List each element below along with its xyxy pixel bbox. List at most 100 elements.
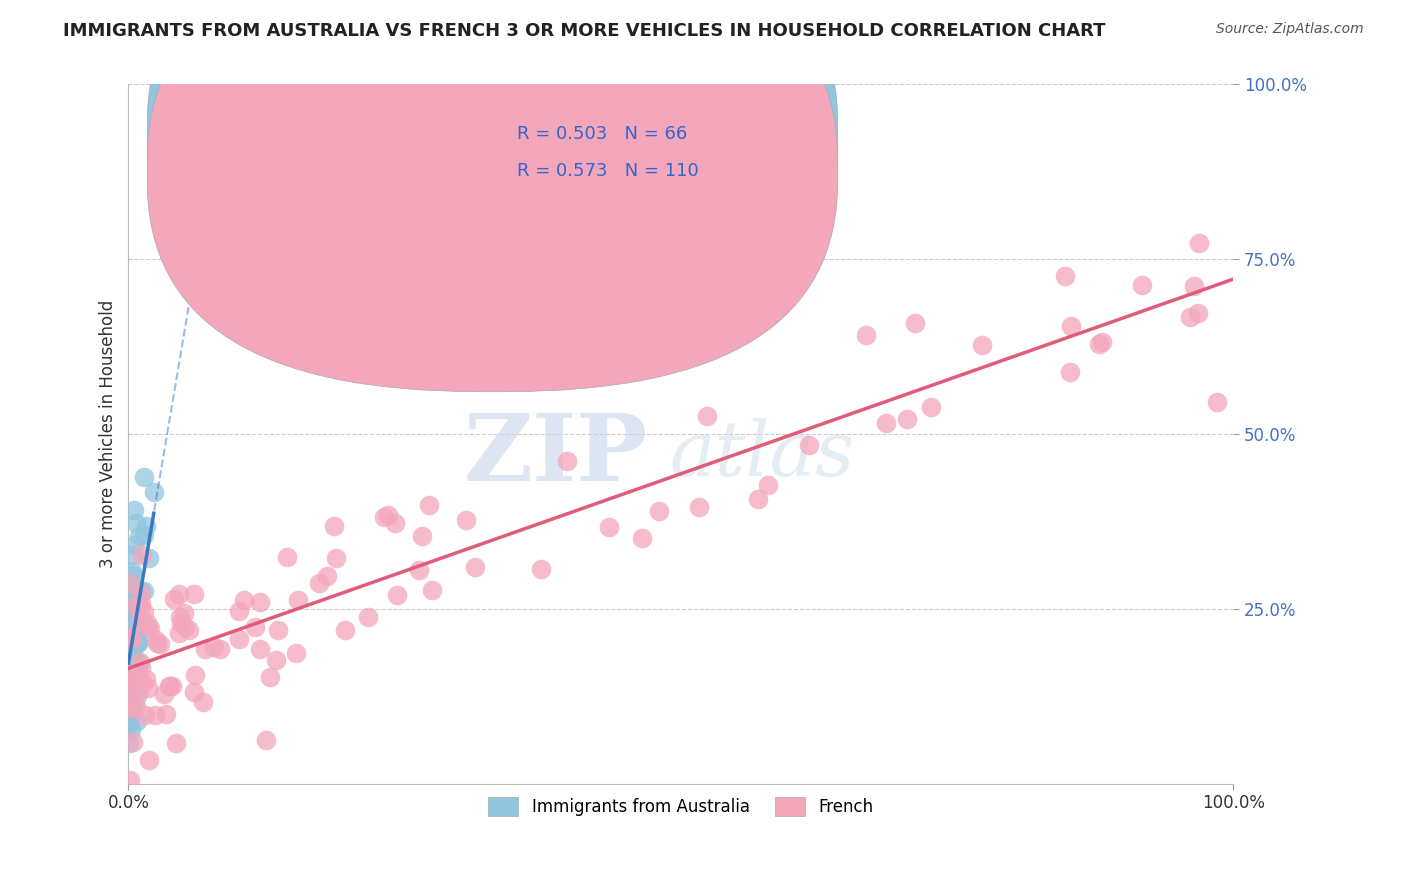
Point — [124, 636, 146, 650]
Point — [696, 409, 718, 424]
Point — [384, 516, 406, 530]
Point — [122, 735, 145, 749]
Point — [970, 338, 993, 352]
Point — [411, 529, 433, 543]
Point — [228, 632, 250, 646]
Point — [142, 485, 165, 500]
Point — [173, 607, 195, 621]
Point — [121, 664, 143, 678]
Point — [118, 772, 141, 787]
Point — [756, 477, 779, 491]
Point — [598, 519, 620, 533]
Point — [121, 617, 143, 632]
Point — [259, 670, 281, 684]
Y-axis label: 3 or more Vehicles in Household: 3 or more Vehicles in Household — [100, 300, 117, 568]
Point — [127, 636, 149, 650]
Point — [183, 685, 205, 699]
Text: atlas: atlas — [669, 418, 855, 492]
Point — [555, 454, 578, 468]
Point — [134, 605, 156, 619]
Point — [125, 700, 148, 714]
Point — [122, 617, 145, 632]
Point — [149, 637, 172, 651]
Point — [122, 696, 145, 710]
Point — [648, 504, 671, 518]
Point — [373, 510, 395, 524]
Point — [184, 668, 207, 682]
Point — [167, 587, 190, 601]
Point — [174, 619, 197, 633]
Point — [120, 656, 142, 670]
Point — [118, 716, 141, 731]
Point — [121, 617, 143, 632]
Point — [308, 575, 330, 590]
Point — [1053, 269, 1076, 284]
Point — [129, 600, 152, 615]
Point — [1187, 306, 1209, 320]
Point — [120, 622, 142, 636]
Point — [124, 637, 146, 651]
Point — [138, 620, 160, 634]
Point — [118, 574, 141, 589]
Point — [120, 723, 142, 737]
Point — [530, 562, 553, 576]
Point — [125, 636, 148, 650]
Point — [232, 593, 254, 607]
Point — [128, 529, 150, 543]
FancyBboxPatch shape — [148, 0, 838, 355]
Point — [118, 736, 141, 750]
Point — [117, 630, 139, 644]
Point — [136, 616, 159, 631]
Point — [163, 592, 186, 607]
Point — [191, 695, 214, 709]
Text: ZIP: ZIP — [464, 410, 648, 500]
Point — [121, 586, 143, 600]
Point — [118, 684, 141, 698]
Point — [688, 500, 710, 514]
Point — [1184, 279, 1206, 293]
Point — [387, 588, 409, 602]
Point — [155, 707, 177, 722]
Point — [134, 707, 156, 722]
Point — [134, 470, 156, 484]
Point — [276, 549, 298, 564]
Point — [408, 563, 430, 577]
Point — [855, 328, 877, 343]
Point — [121, 627, 143, 641]
Point — [129, 661, 152, 675]
Point — [159, 679, 181, 693]
Point — [121, 632, 143, 646]
Point — [125, 599, 148, 614]
Point — [162, 679, 184, 693]
Text: Source: ZipAtlas.com: Source: ZipAtlas.com — [1216, 22, 1364, 37]
Point — [121, 660, 143, 674]
Point — [118, 690, 141, 705]
Point — [122, 658, 145, 673]
Point — [631, 531, 654, 545]
Point — [377, 508, 399, 523]
Point — [118, 673, 141, 687]
Point — [418, 498, 440, 512]
Point — [121, 548, 143, 562]
Point — [125, 714, 148, 728]
Point — [129, 655, 152, 669]
Point — [456, 512, 478, 526]
Point — [204, 640, 226, 654]
Point — [138, 551, 160, 566]
Point — [117, 640, 139, 654]
Point — [122, 645, 145, 659]
Point — [315, 569, 337, 583]
Point — [125, 632, 148, 646]
Point — [121, 653, 143, 667]
Point — [124, 599, 146, 613]
Point — [420, 582, 443, 597]
Point — [322, 519, 344, 533]
Point — [122, 633, 145, 648]
Point — [121, 601, 143, 615]
Point — [124, 666, 146, 681]
Point — [121, 669, 143, 683]
Point — [284, 646, 307, 660]
Point — [165, 736, 187, 750]
Point — [129, 615, 152, 630]
Point — [333, 623, 356, 637]
